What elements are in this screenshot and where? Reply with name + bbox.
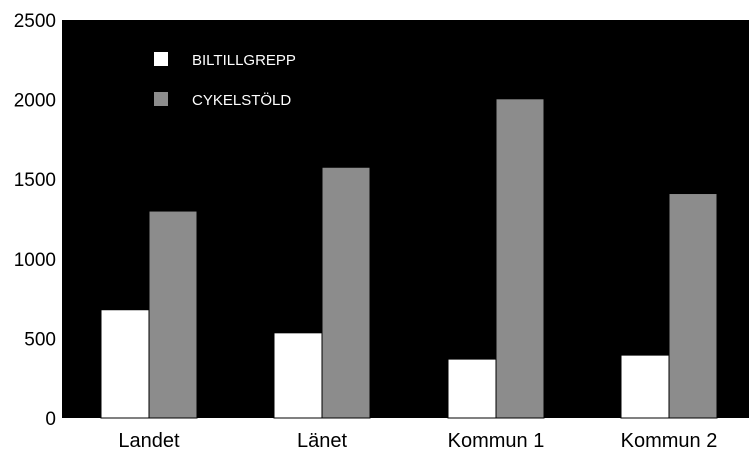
x-category-label: Kommun 2 xyxy=(621,430,718,452)
legend-swatch xyxy=(154,52,168,66)
x-category-label: Kommun 1 xyxy=(448,430,545,452)
y-tick-label: 1500 xyxy=(14,170,56,191)
legend: BILTILLGREPP CYKELSTÖLD xyxy=(154,52,296,109)
y-tick-label: 0 xyxy=(45,409,56,430)
legend-label: BILTILLGREPP xyxy=(192,52,296,69)
bar-biltillgrepp-0 xyxy=(100,309,150,419)
legend-swatch xyxy=(154,92,168,106)
bar-biltillgrepp-3 xyxy=(620,354,670,419)
bar-biltillgrepp-2 xyxy=(447,358,497,419)
bars-group xyxy=(100,98,718,419)
y-tick-label: 2000 xyxy=(14,91,56,112)
x-category-label: Landet xyxy=(118,430,180,452)
legend-label: CYKELSTÖLD xyxy=(192,91,291,109)
x-category-label: Länet xyxy=(297,430,347,452)
bar-biltillgrepp-1 xyxy=(273,332,323,419)
y-axis-ticks: 0 500 1000 1500 2000 2500 xyxy=(14,11,56,430)
y-tick-label: 1000 xyxy=(14,250,56,271)
bar-cykelstold-0 xyxy=(148,210,198,419)
y-tick-label: 500 xyxy=(24,329,56,350)
bar-cykelstold-3 xyxy=(668,193,718,419)
x-axis-labels: Landet Länet Kommun 1 Kommun 2 xyxy=(118,430,717,452)
bar-cykelstold-2 xyxy=(495,98,545,419)
bar-cykelstold-1 xyxy=(321,166,371,419)
y-tick-label: 2500 xyxy=(14,11,56,32)
